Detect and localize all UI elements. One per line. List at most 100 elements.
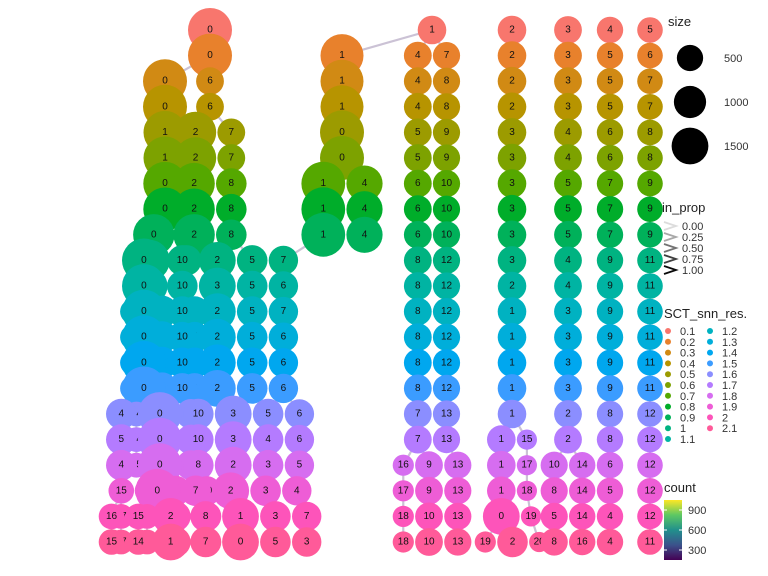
cluster-node-label: 9 (607, 357, 613, 368)
cluster-node-label: 4 (265, 434, 271, 445)
cluster-node-label: 0 (207, 25, 213, 36)
cluster-node-label: 8 (229, 229, 235, 240)
cluster-node (497, 348, 527, 378)
cluster-node-label: 1 (321, 178, 327, 189)
cluster-node (108, 478, 135, 504)
cluster-node (637, 222, 663, 248)
cluster-node-label: 1 (162, 127, 168, 138)
cluster-node-label: 10 (423, 537, 435, 548)
cluster-node (596, 119, 624, 146)
legend-resolution-swatch (707, 392, 713, 399)
cluster-node-label: 13 (452, 460, 464, 471)
cluster-node-label: 7 (444, 50, 450, 61)
cluster-node-label: 4 (294, 485, 300, 496)
cluster-node-label: 12 (644, 434, 656, 445)
cluster-node (596, 68, 624, 95)
cluster-node (236, 373, 268, 404)
cluster-node-label: 1 (509, 383, 515, 394)
cluster-node (596, 426, 624, 453)
cluster-node-label: 2 (509, 281, 515, 292)
cluster-node-label: 2 (215, 383, 221, 394)
cluster-node (432, 400, 461, 428)
cluster-node-label: 0 (499, 511, 505, 522)
cluster-node (497, 399, 527, 429)
cluster-node-label: 8 (647, 127, 653, 138)
legend-resolution-swatch (665, 392, 671, 399)
cluster-node (432, 118, 461, 146)
cluster-node (497, 169, 527, 198)
cluster-node-label: 14 (577, 511, 589, 522)
cluster-node (637, 503, 663, 530)
cluster-node-label: 1 (499, 485, 505, 496)
cluster-node (432, 426, 461, 454)
cluster-node-label: 5 (273, 537, 279, 548)
cluster-node-label: 2 (193, 127, 199, 138)
cluster-node-label: 10 (177, 383, 189, 394)
cluster-node (637, 452, 663, 479)
cluster-node (637, 247, 663, 274)
cluster-node-label: 1 (339, 76, 345, 87)
cluster-node (554, 67, 582, 96)
cluster-node-label: 7 (647, 101, 653, 112)
cluster-node-label: 14 (131, 409, 143, 420)
cluster-node-label: 6 (415, 229, 421, 240)
cluster-node-label: 10 (441, 229, 453, 240)
cluster-node (596, 349, 624, 376)
cluster-node-label: 0 (157, 460, 163, 471)
cluster-node-label: 5 (249, 357, 255, 368)
cluster-node-label: 6 (415, 204, 421, 215)
cluster-node (637, 401, 663, 427)
cluster-node-label: 7 (415, 409, 421, 420)
legend-count-label: 900 (688, 505, 706, 517)
cluster-node-label: 9 (607, 281, 613, 292)
legend-resolution-swatch (707, 403, 713, 410)
cluster-node-label: 0 (141, 332, 147, 343)
cluster-node (444, 477, 472, 505)
cluster-node (596, 144, 624, 172)
cluster-node-label: 8 (607, 409, 613, 420)
cluster-node (183, 424, 214, 455)
cluster-node-label: 4 (565, 255, 571, 266)
cluster-node (596, 170, 624, 197)
cluster-node (268, 271, 299, 301)
cluster-node-label: 6 (281, 383, 287, 394)
cluster-node-label: 12 (644, 485, 656, 496)
cluster-node (474, 531, 496, 553)
cluster-node-label: 0 (339, 153, 345, 164)
legend-in-prop-label: 0.50 (682, 243, 703, 255)
cluster-node-label: 8 (203, 511, 209, 522)
cluster-node-label: 0 (157, 409, 163, 420)
cluster-node (268, 373, 299, 404)
cluster-node (292, 527, 322, 557)
cluster-node (596, 272, 624, 300)
cluster-node (497, 143, 527, 173)
cluster-node (268, 322, 299, 352)
cluster-node-label: 3 (565, 76, 571, 87)
legend-resolution-label: 1.8 (722, 391, 737, 403)
cluster-node-label: 0 (151, 229, 157, 240)
cluster-node (106, 398, 137, 430)
cluster-node-label: 9 (426, 485, 432, 496)
cluster-node (637, 196, 663, 222)
cluster-node-label: 3 (509, 127, 515, 138)
legend-in-prop-swatch (663, 265, 679, 275)
legend-resolution-swatch (707, 360, 713, 367)
legend-resolution-swatch (665, 349, 671, 356)
legend-resolution-label: 1 (680, 423, 686, 435)
legend-resolution-label: 0.1 (680, 326, 695, 338)
cluster-node-label: 1 (321, 229, 327, 240)
cluster-node (596, 196, 624, 223)
cluster-node-label: 5 (249, 255, 255, 266)
cluster-node-label: 10 (177, 306, 189, 317)
cluster-node-label: 3 (565, 332, 571, 343)
cluster-node-label: 9 (607, 255, 613, 266)
cluster-node (216, 168, 247, 199)
legend-resolution-label: 0.5 (680, 369, 695, 381)
legend-resolution-swatch (707, 414, 713, 421)
cluster-node (268, 296, 299, 327)
cluster-node-label: 2 (509, 25, 515, 36)
cluster-node (432, 67, 461, 95)
cluster-node-label: 8 (415, 383, 421, 394)
cluster-node-label: 2 (510, 537, 516, 548)
cluster-node-label: 4 (362, 178, 368, 189)
